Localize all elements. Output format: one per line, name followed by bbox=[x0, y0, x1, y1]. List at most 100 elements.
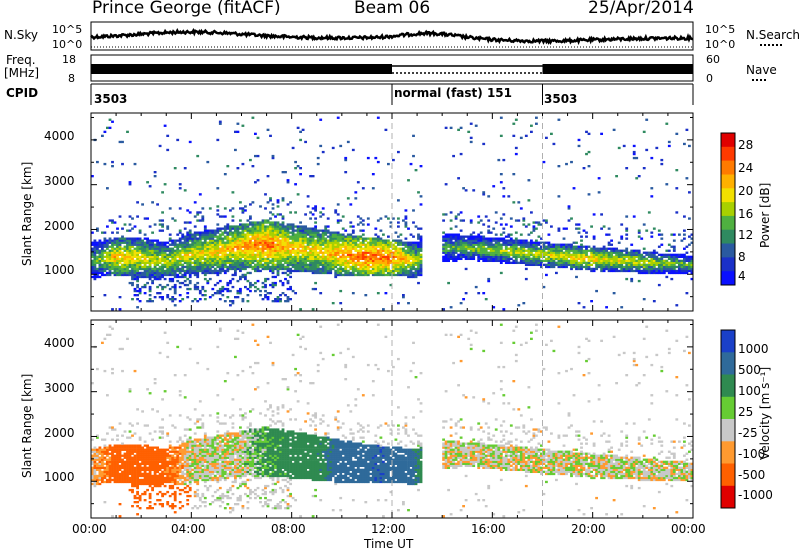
power-cell bbox=[397, 273, 400, 277]
power-cell bbox=[324, 267, 328, 271]
power-cell bbox=[198, 251, 202, 254]
power-cell bbox=[665, 183, 669, 186]
power-cell bbox=[284, 255, 287, 259]
power-cell bbox=[314, 209, 318, 212]
power-cell bbox=[487, 237, 491, 240]
power-cell bbox=[419, 195, 423, 198]
power-cell bbox=[161, 269, 165, 273]
power-cell bbox=[304, 259, 308, 263]
power-cell bbox=[417, 257, 420, 261]
power-cell bbox=[545, 259, 548, 263]
power-cell bbox=[397, 217, 400, 220]
power-cell bbox=[404, 225, 408, 228]
power-cell bbox=[279, 251, 282, 254]
power-cell bbox=[650, 235, 654, 238]
power-cell bbox=[289, 223, 293, 226]
power-cell bbox=[402, 249, 405, 252]
power-cell bbox=[412, 257, 415, 261]
power-cell bbox=[552, 259, 556, 263]
power-cell bbox=[369, 265, 373, 269]
power-cell bbox=[504, 261, 508, 265]
power-cell bbox=[289, 235, 293, 238]
power-cell bbox=[274, 231, 277, 234]
power-cell bbox=[166, 259, 170, 263]
power-cell bbox=[334, 253, 338, 257]
power-cell bbox=[264, 289, 267, 293]
power-cell bbox=[234, 243, 237, 246]
power-cell bbox=[191, 237, 195, 240]
power-cell bbox=[397, 259, 400, 263]
power-cell bbox=[620, 267, 624, 271]
power-cell bbox=[477, 237, 481, 240]
power-cell bbox=[331, 265, 335, 269]
power-cell bbox=[223, 261, 227, 265]
power-cell bbox=[326, 239, 330, 242]
velocity-cell bbox=[98, 446, 102, 449]
power-cell bbox=[351, 148, 355, 152]
power-cell bbox=[522, 259, 526, 263]
power-cell bbox=[143, 255, 147, 259]
power-cell bbox=[667, 255, 671, 259]
power-cell bbox=[244, 243, 247, 246]
power-cell bbox=[133, 162, 137, 166]
power-cell bbox=[249, 241, 252, 244]
power-cell bbox=[111, 120, 114, 123]
power-cell bbox=[459, 249, 463, 252]
power-cell bbox=[610, 257, 614, 261]
power-cell bbox=[138, 257, 142, 261]
power-cell bbox=[464, 292, 468, 295]
velocity-cell bbox=[118, 480, 122, 484]
velocity-cell bbox=[126, 454, 129, 457]
power-cell bbox=[203, 261, 207, 265]
power-cell bbox=[371, 247, 375, 250]
power-cell bbox=[637, 255, 641, 259]
power-cell bbox=[519, 261, 523, 265]
power-cell bbox=[397, 247, 400, 250]
velocity-cell bbox=[136, 460, 140, 464]
power-cell bbox=[196, 263, 200, 267]
power-cell bbox=[620, 255, 624, 259]
power-cell bbox=[474, 239, 478, 242]
power-cell bbox=[249, 231, 252, 234]
power-cell bbox=[311, 253, 315, 257]
power-cell bbox=[419, 249, 423, 252]
power-cell bbox=[484, 253, 488, 257]
power-cell bbox=[341, 233, 345, 236]
power-cell bbox=[419, 203, 423, 206]
power-cell bbox=[482, 223, 486, 226]
power-cell bbox=[221, 261, 225, 265]
power-cell bbox=[334, 237, 338, 240]
power-cell bbox=[662, 265, 666, 269]
power-cell bbox=[359, 273, 363, 277]
velocity-cell bbox=[116, 452, 119, 455]
power-cell bbox=[196, 211, 200, 214]
power-cell bbox=[336, 233, 340, 236]
power-cell bbox=[620, 265, 624, 269]
power-cell bbox=[269, 239, 272, 242]
power-cell bbox=[249, 237, 252, 240]
power-cell bbox=[206, 243, 210, 246]
velocity-cell bbox=[141, 462, 145, 466]
power-cell bbox=[266, 267, 270, 271]
power-cell bbox=[266, 245, 270, 248]
power-cell bbox=[249, 259, 252, 263]
power-cell bbox=[309, 259, 313, 263]
power-cell bbox=[111, 257, 114, 261]
power-cell bbox=[211, 237, 215, 240]
power-cell bbox=[519, 233, 523, 236]
power-cell bbox=[316, 235, 320, 238]
power-cell bbox=[625, 233, 629, 236]
power-cell bbox=[118, 239, 122, 242]
power-cell bbox=[128, 281, 132, 285]
power-cell bbox=[580, 257, 583, 261]
power-cell bbox=[239, 233, 242, 236]
power-cell bbox=[399, 241, 403, 244]
power-cell bbox=[321, 235, 325, 238]
power-cell bbox=[509, 233, 513, 236]
power-cell bbox=[128, 257, 132, 261]
power-cell bbox=[492, 249, 496, 252]
power-cell bbox=[524, 263, 528, 267]
power-cell bbox=[585, 253, 588, 257]
power-cell bbox=[678, 267, 681, 271]
power-cell bbox=[281, 217, 285, 220]
